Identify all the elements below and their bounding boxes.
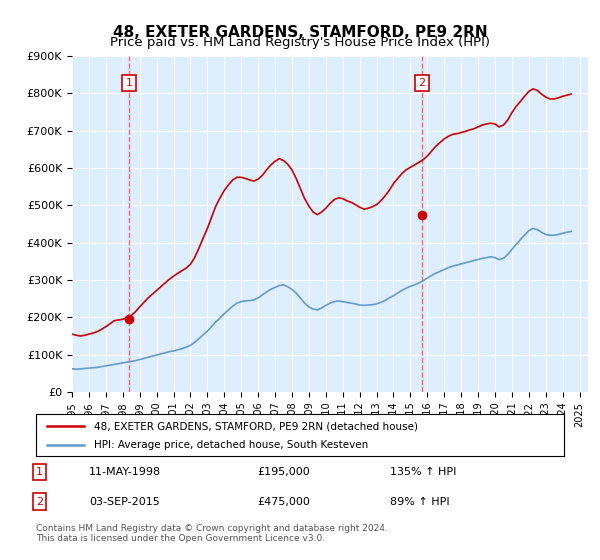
Text: 135% ↑ HPI: 135% ↑ HPI <box>390 467 456 477</box>
Text: 89% ↑ HPI: 89% ↑ HPI <box>390 497 449 507</box>
Text: 1: 1 <box>36 467 43 477</box>
Text: HPI: Average price, detached house, South Kesteven: HPI: Average price, detached house, Sout… <box>94 440 368 450</box>
Text: 48, EXETER GARDENS, STAMFORD, PE9 2RN (detached house): 48, EXETER GARDENS, STAMFORD, PE9 2RN (d… <box>94 421 418 431</box>
Text: £475,000: £475,000 <box>258 497 311 507</box>
Text: Price paid vs. HM Land Registry's House Price Index (HPI): Price paid vs. HM Land Registry's House … <box>110 36 490 49</box>
Text: 2: 2 <box>36 497 43 507</box>
Text: 11-MAY-1998: 11-MAY-1998 <box>89 467 161 477</box>
Text: Contains HM Land Registry data © Crown copyright and database right 2024.
This d: Contains HM Land Registry data © Crown c… <box>36 524 388 543</box>
Text: £195,000: £195,000 <box>258 467 311 477</box>
Text: 1: 1 <box>125 78 133 88</box>
Text: 48, EXETER GARDENS, STAMFORD, PE9 2RN: 48, EXETER GARDENS, STAMFORD, PE9 2RN <box>113 25 487 40</box>
Text: 2: 2 <box>418 78 425 88</box>
Text: 03-SEP-2015: 03-SEP-2015 <box>89 497 160 507</box>
